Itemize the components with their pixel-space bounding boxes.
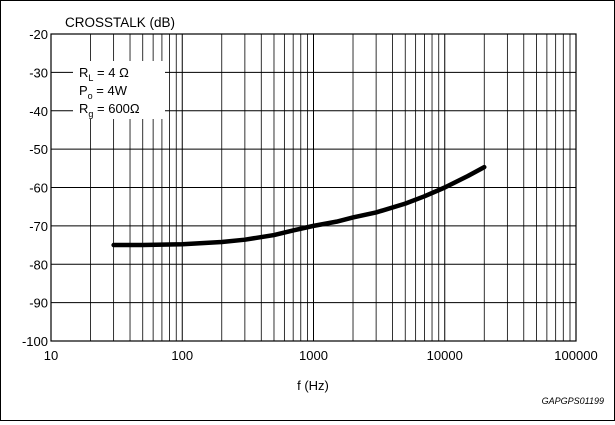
- condition-label: Rg = 600Ω: [79, 101, 140, 119]
- x-tick-label: 100: [171, 348, 193, 363]
- chart-title: CROSSTALK (dB): [65, 15, 175, 30]
- figure-code: GAPGPS01199: [542, 396, 604, 406]
- x-tick-label: 10000: [427, 348, 463, 363]
- y-tick-label: -20: [29, 27, 48, 42]
- x-tick-label: 10: [44, 348, 58, 363]
- y-tick-label: -40: [29, 104, 48, 119]
- y-tick-label: -70: [29, 219, 48, 234]
- x-tick-label: 1000: [299, 348, 328, 363]
- conditions-background: [73, 61, 165, 119]
- condition-label: Po = 4W: [79, 83, 128, 101]
- title-background: [61, 14, 187, 32]
- y-tick-label: -90: [29, 296, 48, 311]
- condition-label: RL = 4 Ω: [79, 65, 129, 83]
- x-tick-labels: 10 100 1000 10000 100000: [44, 348, 598, 363]
- y-tick-label: -60: [29, 181, 48, 196]
- y-tick-labels: -20 -30 -40 -50 -60 -70 -80 -90 -100: [22, 27, 48, 349]
- y-tick-label: -100: [22, 334, 48, 349]
- x-tick-label: 100000: [554, 348, 597, 363]
- y-tick-label: -30: [29, 65, 48, 80]
- x-axis-label: f (Hz): [297, 378, 329, 393]
- plot-border: [50, 33, 577, 342]
- crosstalk-curve: [111, 164, 487, 248]
- y-tick-label: -50: [29, 142, 48, 157]
- y-tick-label: -80: [29, 257, 48, 272]
